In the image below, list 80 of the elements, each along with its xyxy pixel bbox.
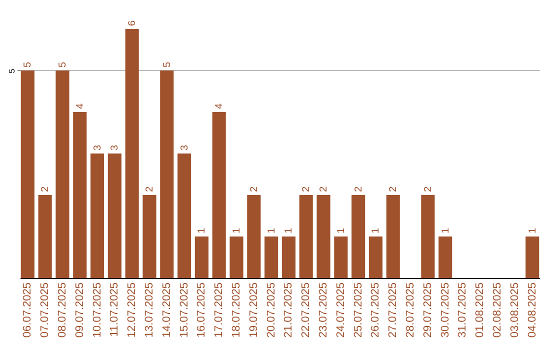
data-label: 3: [110, 144, 121, 150]
x-tick-label: 23.07.2025: [318, 282, 330, 338]
data-label: 2: [248, 186, 260, 192]
data-label: 1: [266, 228, 278, 234]
bar: [177, 154, 192, 278]
bar: [247, 195, 261, 278]
bar: [125, 29, 139, 278]
x-tick-label: 09.07.2025: [74, 282, 86, 338]
data-label: 1: [231, 228, 242, 234]
bar: [194, 236, 208, 278]
x-tick-label: 31.07.2025: [456, 282, 469, 338]
bar: [386, 195, 400, 278]
x-tick-label: 30.07.2025: [439, 282, 452, 338]
data-label: 2: [422, 186, 434, 192]
x-tick-label: 21.07.2025: [282, 282, 295, 338]
data-label: 1: [196, 228, 208, 234]
bar: [73, 112, 87, 278]
bar: [160, 70, 174, 278]
bar: [230, 236, 244, 278]
data-label: 1: [336, 228, 347, 234]
x-tick-label: 17.07.2025: [213, 282, 226, 338]
x-tick-label: 19.07.2025: [248, 282, 260, 338]
data-label: 2: [388, 186, 400, 192]
data-label: 3: [92, 144, 104, 150]
x-tick-label: 04.08.2025: [526, 282, 538, 338]
data-label: 1: [527, 228, 538, 234]
x-tick-label: 26.07.2025: [370, 282, 382, 338]
data-label: 5: [162, 62, 173, 68]
data-label: 2: [40, 186, 52, 192]
bar: [438, 236, 452, 278]
bar: [334, 236, 348, 278]
data-label: 6: [127, 20, 138, 26]
x-tick-label: 20.07.2025: [265, 282, 278, 338]
bar: [56, 70, 70, 278]
bar: [38, 195, 52, 278]
x-tick-label: 15.07.2025: [178, 282, 190, 338]
x-tick-label: 11.07.2025: [108, 282, 121, 337]
data-label: 1: [370, 228, 382, 234]
data-label: 1: [440, 228, 452, 234]
x-tick-label: 03.08.2025: [508, 282, 521, 338]
data-label: 2: [144, 186, 156, 192]
x-tick-label: 18.07.2025: [230, 282, 242, 338]
x-tick-label: 27.07.2025: [387, 282, 400, 338]
x-tick-label: 14.07.2025: [160, 282, 173, 338]
x-tick-label: 16.07.2025: [196, 282, 208, 338]
x-tick-label: 10.07.2025: [91, 282, 104, 338]
x-tick-label: 24.07.2025: [334, 282, 347, 338]
bar: [90, 154, 104, 278]
bar: [264, 236, 278, 278]
x-tick-label: 29.07.2025: [422, 282, 434, 338]
data-label: 2: [353, 186, 364, 192]
x-tick-label: 02.08.2025: [492, 282, 504, 338]
bar: [352, 195, 366, 278]
data-label: 2: [318, 186, 330, 192]
bar: [282, 236, 296, 278]
bar: [368, 236, 383, 278]
x-tick-label: 08.07.2025: [56, 282, 68, 338]
data-label: 4: [74, 103, 86, 109]
bar: [526, 236, 540, 278]
data-label: 3: [179, 144, 190, 150]
x-tick-label: 13.07.2025: [143, 282, 156, 338]
bar: [316, 195, 330, 278]
bar: [108, 154, 122, 278]
x-tick-label: 01.08.2025: [474, 282, 486, 338]
bar: [299, 195, 313, 278]
data-label: 4: [214, 103, 226, 109]
data-label: 5: [8, 68, 16, 74]
bar: [142, 195, 156, 278]
x-tick-label: 06.07.2025: [22, 282, 34, 338]
bar: [20, 70, 34, 278]
x-tick-label: 22.07.2025: [300, 282, 312, 338]
data-label: 1: [284, 228, 295, 234]
bar: [212, 112, 226, 278]
x-tick-label: 25.07.2025: [352, 282, 364, 338]
x-tick-label: 07.07.2025: [39, 282, 52, 338]
bar: [421, 195, 435, 278]
data-label: 5: [57, 62, 68, 68]
data-label: 2: [301, 186, 312, 192]
x-tick-label: 28.07.2025: [404, 282, 417, 338]
x-tick-label: 12.07.2025: [126, 282, 138, 338]
